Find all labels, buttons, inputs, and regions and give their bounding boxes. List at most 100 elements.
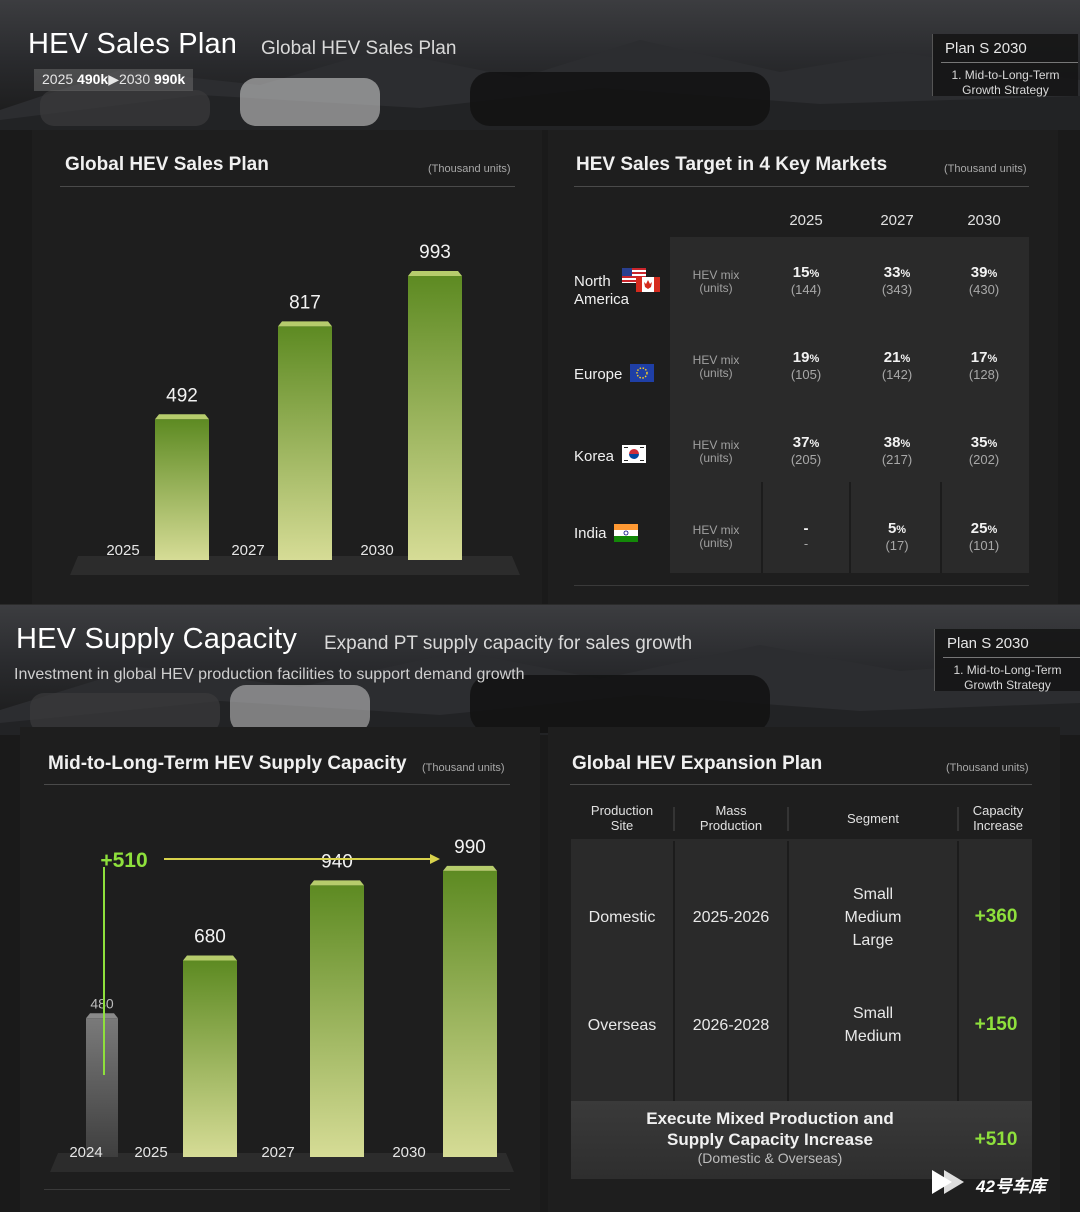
hev-mix-percent: 15%	[792, 264, 820, 281]
hev-mix-percent: 39%	[970, 264, 998, 281]
hev-mix-percent: 5%	[887, 520, 907, 537]
arrow-right-icon	[430, 854, 440, 864]
bar-2027	[278, 326, 332, 560]
header-banner	[0, 605, 1080, 735]
panel-title: Mid-to-Long-Term HEV Supply Capacity	[48, 753, 407, 774]
supply-capacity-chart: 480 2024 680 2025 940 2027 990 2030 +510	[50, 837, 514, 1172]
bar-top-2027	[278, 321, 332, 327]
expansion-table-body	[571, 839, 1032, 1101]
bar-2024	[86, 1018, 118, 1157]
slide-hev-sales-plan: HEV Sales Plan Global HEV Sales Plan 202…	[0, 0, 1080, 604]
hev-mix-percent: 33%	[883, 264, 911, 281]
column-header: Mass Production	[699, 803, 763, 833]
panel-title: HEV Sales Target in 4 Key Markets	[576, 154, 888, 175]
panel-title: Global HEV Sales Plan	[65, 154, 269, 175]
expansion-table-grid	[673, 807, 959, 1101]
production-site: Overseas	[587, 1017, 657, 1034]
range-summary: 2025 490k▶2030 990k	[34, 69, 194, 91]
hev-units: (202)	[968, 452, 1000, 467]
market-name: Europe	[574, 366, 623, 383]
category-label-2025: 2025	[134, 1144, 167, 1161]
hev-mix-label: HEV mix (units)	[692, 268, 740, 295]
data-label-2027: 817	[289, 292, 321, 313]
panel-unit: (Thousand units)	[944, 163, 1027, 175]
bar-top-2030	[408, 271, 462, 277]
mountain-background	[0, 645, 1080, 735]
page-subtitle: Expand PT supply capacity for sales grow…	[324, 633, 693, 654]
hev-units: (144)	[790, 282, 822, 297]
plan-title: Plan S 2030	[945, 40, 1027, 57]
hev-mix-percent: 35%	[970, 434, 998, 451]
mass-production-period: 2026-2028	[692, 1017, 770, 1034]
data-label-2025: 492	[166, 385, 198, 406]
page-title: HEV Sales Plan	[28, 28, 238, 60]
bar-top-2024	[86, 1013, 118, 1019]
panel-unit: (Thousand units)	[428, 163, 511, 175]
sales-plan-chart: 492 2025 817 2027 993 2030	[70, 242, 520, 575]
hev-mix-percent: 25%	[970, 520, 998, 537]
plan-badge: Plan S 2030 1. Mid-to-Long-Term Growth St…	[934, 629, 1080, 692]
hev-mix-percent: 21%	[883, 349, 911, 366]
segment: Small Medium Large	[844, 886, 902, 949]
mountain-background	[0, 40, 1080, 130]
column-header: Segment	[846, 811, 900, 826]
year-header: 2027	[880, 212, 914, 229]
hev-mix-percent: -	[803, 520, 809, 537]
hev-units: (205)	[790, 452, 822, 467]
plan-item: 1. Mid-to-Long-Term Growth Strategy	[953, 663, 1062, 692]
hev-mix-percent: 17%	[970, 349, 998, 366]
hev-mix-label: HEV mix (units)	[692, 438, 740, 465]
summary-row	[571, 1101, 1032, 1179]
hev-units: (17)	[885, 538, 909, 553]
bar-top-2030	[443, 865, 497, 871]
year-header: 2030	[967, 212, 1001, 229]
column-header: Capacity Increase	[972, 803, 1024, 833]
watermark-text: 42号车库	[976, 1177, 1046, 1196]
market-name: North America	[574, 273, 630, 308]
growth-label: +510	[100, 849, 147, 872]
summary-increase: +510	[974, 1129, 1018, 1150]
korea-flag-icon	[622, 445, 646, 463]
hev-mix-label: HEV mix (units)	[692, 523, 740, 550]
chart-floor	[50, 1153, 514, 1172]
markets-table-grid	[761, 482, 942, 573]
column-header: Production Site	[590, 803, 654, 833]
production-site: Domestic	[588, 909, 656, 926]
india-flag-icon	[614, 524, 638, 542]
plan-title: Plan S 2030	[947, 635, 1029, 652]
slide-hev-supply-capacity: HEV Supply Capacity Expand PT supply cap…	[0, 604, 1080, 1212]
panel-title: Global HEV Expansion Plan	[572, 753, 823, 774]
hev-units: (128)	[968, 367, 1000, 382]
data-label-2027: 940	[321, 851, 353, 872]
data-label-2030: 993	[419, 242, 451, 263]
header-banner	[0, 0, 1080, 130]
bar-2025	[183, 960, 237, 1157]
hev-units: -	[803, 536, 809, 551]
plan-item: 1. Mid-to-Long-Term Growth Strategy	[951, 68, 1060, 97]
data-label-2025: 680	[194, 926, 226, 947]
hev-mix-percent: 37%	[792, 434, 820, 451]
play-arrow-icon: ▶	[108, 71, 119, 87]
data-label-2024: 480	[90, 995, 114, 1011]
bar-2025	[155, 419, 209, 560]
hev-mix-percent: 38%	[883, 434, 911, 451]
mass-production-period: 2025-2026	[692, 909, 770, 926]
category-label-2027: 2027	[231, 542, 264, 559]
data-label-2030: 990	[454, 837, 486, 858]
category-label-2030: 2030	[392, 1144, 425, 1161]
capacity-increase: +150	[974, 1014, 1018, 1035]
us-canada-flag-icon	[622, 268, 660, 292]
hev-units: (343)	[881, 282, 913, 297]
year-header: 2025	[789, 212, 823, 229]
page-subtitle: Global HEV Sales Plan	[261, 38, 457, 59]
hev-units: (430)	[968, 282, 1000, 297]
hev-units: (142)	[881, 367, 913, 382]
chart-floor	[70, 556, 520, 575]
hev-units: (217)	[881, 452, 913, 467]
panel-unit: (Thousand units)	[422, 762, 505, 774]
capacity-increase: +360	[974, 906, 1018, 927]
bar-top-2025	[183, 955, 237, 961]
hev-units: (101)	[968, 538, 1000, 553]
bar-2027	[310, 885, 364, 1157]
watermark-logo: 42号车库	[930, 1164, 1070, 1200]
